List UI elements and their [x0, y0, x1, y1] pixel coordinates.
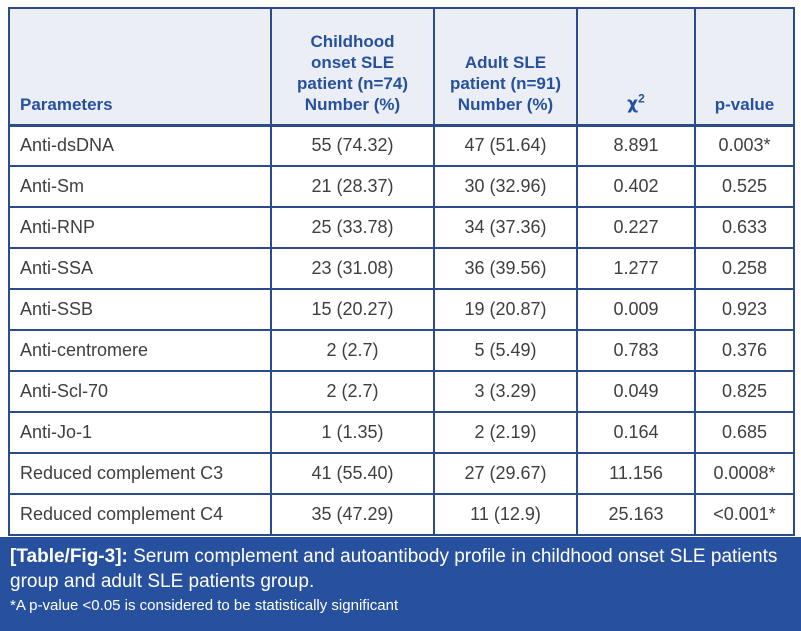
- childhood-cell: 2 (2.7): [270, 370, 435, 413]
- table-row: Anti-centromere 2 (2.7) 5 (5.49) 0.783 0…: [8, 329, 795, 372]
- childhood-cell: 35 (47.29): [270, 493, 435, 536]
- p-value-cell: 0.825: [694, 370, 795, 413]
- childhood-cell: 1 (1.35): [270, 411, 435, 454]
- caption-block: [Table/Fig-3]: Serum complement and auto…: [0, 537, 801, 631]
- table-body: Anti-dsDNA 55 (74.32) 47 (51.64) 8.891 0…: [8, 124, 795, 536]
- table-row: Anti-Scl-70 2 (2.7) 3 (3.29) 0.049 0.825: [8, 370, 795, 413]
- param-cell: Anti-SSB: [8, 288, 272, 331]
- param-cell: Anti-dsDNA: [8, 124, 272, 167]
- chi2-cell: 0.783: [576, 329, 696, 372]
- caption-label: [Table/Fig-3]:: [10, 546, 128, 567]
- chi2-cell: 25.163: [576, 493, 696, 536]
- param-cell: Reduced complement C3: [8, 452, 272, 495]
- adult-cell: 5 (5.49): [433, 329, 578, 372]
- col-header-adult-group: Adult SLE patient (n=91) Number (%): [433, 7, 578, 127]
- caption-text: Serum complement and autoantibody profil…: [10, 546, 778, 592]
- param-cell: Anti-centromere: [8, 329, 272, 372]
- table-row: Reduced complement C3 41 (55.40) 27 (29.…: [8, 452, 795, 495]
- col-header-parameters: Parameters: [8, 7, 272, 127]
- col-header-p-value: p-value: [694, 7, 795, 127]
- p-value-cell: 0.258: [694, 247, 795, 290]
- chi2-cell: 8.891: [576, 124, 696, 167]
- adult-cell: 34 (37.36): [433, 206, 578, 249]
- chi-symbol: χ: [627, 93, 639, 114]
- chi2-cell: 1.277: [576, 247, 696, 290]
- table-row: Anti-RNP 25 (33.78) 34 (37.36) 0.227 0.6…: [8, 206, 795, 249]
- param-cell: Anti-Sm: [8, 165, 272, 208]
- p-value-cell: 0.376: [694, 329, 795, 372]
- param-cell: Reduced complement C4: [8, 493, 272, 536]
- table-row: Reduced complement C4 35 (47.29) 11 (12.…: [8, 493, 795, 536]
- chi-superscript: 2: [638, 90, 645, 105]
- p-value-cell: <0.001*: [694, 493, 795, 536]
- chi2-cell: 0.227: [576, 206, 696, 249]
- p-value-cell: 0.923: [694, 288, 795, 331]
- chi2-cell: 11.156: [576, 452, 696, 495]
- adult-cell: 3 (3.29): [433, 370, 578, 413]
- chi2-cell: 0.009: [576, 288, 696, 331]
- caption-footnote: *A p-value <0.05 is considered to be sta…: [10, 597, 399, 614]
- col-header-chi-square: χ2: [576, 7, 696, 127]
- childhood-cell: 21 (28.37): [270, 165, 435, 208]
- p-value-cell: 0.003*: [694, 124, 795, 167]
- adult-cell: 19 (20.87): [433, 288, 578, 331]
- chi2-cell: 0.164: [576, 411, 696, 454]
- childhood-cell: 23 (31.08): [270, 247, 435, 290]
- p-value-cell: 0.525: [694, 165, 795, 208]
- table-row: Anti-Sm 21 (28.37) 30 (32.96) 0.402 0.52…: [8, 165, 795, 208]
- childhood-cell: 15 (20.27): [270, 288, 435, 331]
- adult-cell: 11 (12.9): [433, 493, 578, 536]
- adult-cell: 2 (2.19): [433, 411, 578, 454]
- adult-cell: 27 (29.67): [433, 452, 578, 495]
- param-cell: Anti-RNP: [8, 206, 272, 249]
- col-header-childhood-group: Childhood onset SLE patient (n=74) Numbe…: [270, 7, 435, 127]
- chi2-cell: 0.049: [576, 370, 696, 413]
- serum-profile-table: Parameters Childhood onset SLE patient (…: [8, 7, 795, 536]
- childhood-cell: 41 (55.40): [270, 452, 435, 495]
- param-cell: Anti-Scl-70: [8, 370, 272, 413]
- chi2-cell: 0.402: [576, 165, 696, 208]
- table-row: Anti-dsDNA 55 (74.32) 47 (51.64) 8.891 0…: [8, 124, 795, 167]
- adult-cell: 30 (32.96): [433, 165, 578, 208]
- adult-cell: 36 (39.56): [433, 247, 578, 290]
- p-value-cell: 0.0008*: [694, 452, 795, 495]
- childhood-cell: 25 (33.78): [270, 206, 435, 249]
- childhood-cell: 55 (74.32): [270, 124, 435, 167]
- param-cell: Anti-SSA: [8, 247, 272, 290]
- table-caption: [Table/Fig-3]: Serum complement and auto…: [10, 544, 789, 594]
- header-row: Parameters Childhood onset SLE patient (…: [8, 7, 795, 127]
- param-cell: Anti-Jo-1: [8, 411, 272, 454]
- childhood-cell: 2 (2.7): [270, 329, 435, 372]
- p-value-cell: 0.685: [694, 411, 795, 454]
- table-row: Anti-Jo-1 1 (1.35) 2 (2.19) 0.164 0.685: [8, 411, 795, 454]
- table-row: Anti-SSA 23 (31.08) 36 (39.56) 1.277 0.2…: [8, 247, 795, 290]
- p-value-cell: 0.633: [694, 206, 795, 249]
- adult-cell: 47 (51.64): [433, 124, 578, 167]
- table-row: Anti-SSB 15 (20.27) 19 (20.87) 0.009 0.9…: [8, 288, 795, 331]
